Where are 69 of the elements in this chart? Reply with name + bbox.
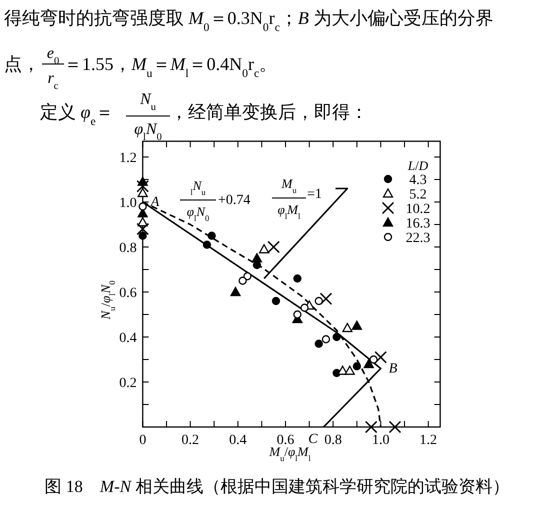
text: 定义 φ$_{e}$＝ [40,102,114,128]
point [293,274,302,283]
x-tick-label: 0.8 [324,433,342,448]
x-tick-label: 0.2 [182,433,200,448]
legend-label: 4.3 [409,173,427,188]
point [322,335,330,344]
point [136,180,149,192]
annotation: =1 [307,187,322,202]
legend-label: 16.3 [406,216,430,232]
point [320,292,332,305]
x-tick-label: 0 [139,433,146,448]
y-tick-label: 0.2 [119,376,137,391]
x-tick-label: 1.0 [372,433,390,448]
point [202,240,212,249]
legend-label: 22.3 [406,231,430,246]
point [138,176,148,186]
point [314,296,323,306]
text: ，经简单变换后，即得： [170,102,368,122]
legend-label: 5.2 [409,188,427,202]
point [364,420,378,434]
y-tick-label: 1.2 [119,151,137,166]
point [342,322,352,332]
text: ＝1.55，M$_{u}$＝M$_{l}$＝0.4N$_{0}$r$_{c}$。 [64,54,278,80]
point [252,253,262,262]
legend-title: L/D [406,158,429,173]
point [208,232,216,240]
annotation: φ$_{l}$N$_{0}$ [186,204,210,223]
point [388,420,402,434]
point [338,366,348,375]
annotation: M$_{u}$ [280,176,298,195]
point [352,362,361,370]
point [344,366,355,375]
point [230,286,241,296]
x-tick-label: 1.2 [420,433,438,448]
annotation: φ$_{l}$N$_{0}$ [134,121,162,142]
point [138,232,147,240]
annotation: +0.74 [218,193,250,208]
point [267,240,280,254]
y-tick-label: 0.8 [119,241,137,256]
y-tick-label: 0.4 [119,331,137,346]
point [243,272,252,280]
point [272,296,280,306]
point [293,310,302,319]
y-tick-label: 1.0 [119,196,137,211]
annotation: $_{l}$N$_{u}$ [190,178,206,197]
text: r$_{c}$ [48,70,59,92]
point [314,340,323,348]
point [369,355,378,364]
point [352,320,362,330]
annotation: φ$_{l}$M$_{l}$ [278,202,302,221]
x-tick-label: 0.4 [229,433,247,448]
point [136,222,149,236]
point [364,358,374,368]
point [300,304,309,312]
text: 图 18 M-N 相关曲线（根据中国建筑科学研究院的试验资料） [44,477,510,496]
text: N$_{u}$ [139,91,157,112]
text: 点， [4,54,40,74]
annotation: B [388,362,398,376]
point [258,244,270,254]
point [374,351,387,364]
point [138,202,147,211]
point [238,276,247,285]
text: 得纯弯时的抗弯强度取 M$_{0}$＝0.3N$_{0}$r$_{c}$；B 为大小偏心受压的分界 [4,8,494,34]
annotation: A [150,195,160,210]
annotation: C [308,432,318,447]
legend-label: 10.2 [406,202,430,217]
point [332,332,341,342]
point [138,188,148,198]
y-tick-label: 0.6 [119,286,137,301]
